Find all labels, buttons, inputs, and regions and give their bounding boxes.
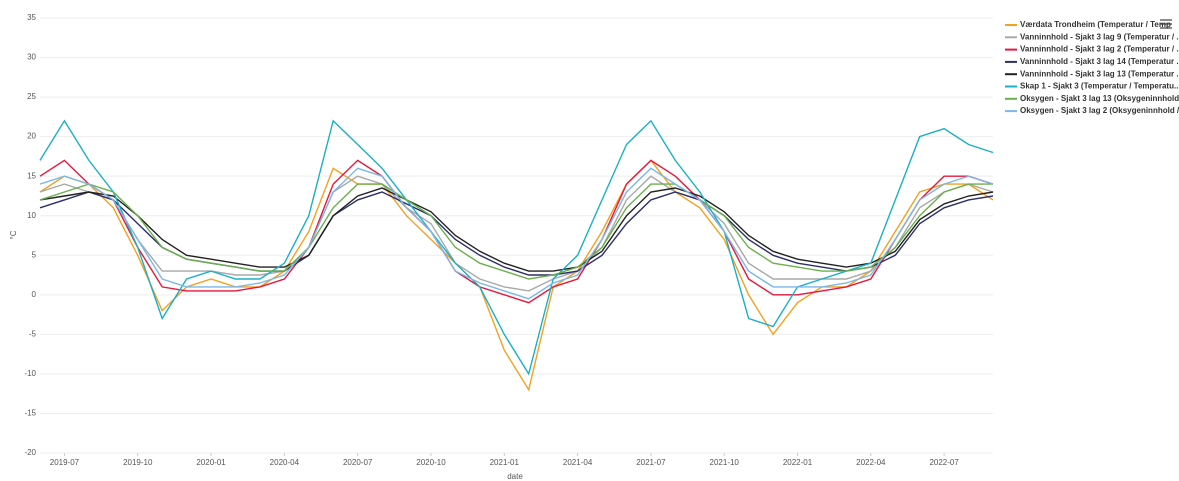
y-tick-label: 20 bbox=[27, 132, 36, 141]
x-tick-label: 2022-04 bbox=[856, 458, 886, 467]
x-tick-label: 2021-04 bbox=[563, 458, 593, 467]
y-tick-label: -10 bbox=[24, 369, 36, 378]
x-tick-label: 2020-04 bbox=[270, 458, 300, 467]
y-tick-label: 5 bbox=[32, 250, 37, 259]
legend-label: Skap 1 - Sjakt 3 (Temperatur / Temperatu… bbox=[1020, 82, 1178, 91]
x-tick-label: 2022-07 bbox=[929, 458, 959, 467]
series-line bbox=[39, 191, 994, 276]
y-tick-label: 30 bbox=[27, 53, 36, 62]
x-axis-label: date bbox=[507, 472, 523, 481]
y-tick-label: -5 bbox=[29, 329, 37, 338]
legend-label: Oksygen - Sjakt 3 lag 13 (Oksygeninnhold… bbox=[1020, 94, 1179, 103]
y-tick-label: 15 bbox=[27, 171, 36, 180]
legend-label: Vanninnhold - Sjakt 3 lag 14 (Temperatur… bbox=[1020, 57, 1179, 66]
series-line bbox=[39, 159, 994, 304]
x-tick-label: 2022-01 bbox=[783, 458, 813, 467]
legend-label: Vanninnhold - Sjakt 3 lag 9 (Temperatur … bbox=[1020, 32, 1179, 41]
series-line bbox=[39, 175, 994, 292]
x-tick-label: 2019-10 bbox=[123, 458, 153, 467]
legend-label: Vanninnhold - Sjakt 3 lag 13 (Temperatur… bbox=[1020, 69, 1179, 78]
x-tick-label: 2020-07 bbox=[343, 458, 373, 467]
series-line bbox=[39, 167, 994, 300]
y-tick-label: 35 bbox=[27, 13, 36, 22]
y-tick-label: 25 bbox=[27, 92, 36, 101]
x-tick-label: 2019-07 bbox=[50, 458, 80, 467]
y-tick-label: -15 bbox=[24, 409, 36, 418]
x-tick-label: 2021-10 bbox=[710, 458, 740, 467]
x-tick-label: 2021-07 bbox=[636, 458, 666, 467]
x-tick-label: 2021-01 bbox=[490, 458, 520, 467]
y-axis-label: °C bbox=[9, 230, 18, 239]
legend-label: Vanninnhold - Sjakt 3 lag 2 (Temperatur … bbox=[1020, 45, 1179, 54]
x-tick-label: 2020-01 bbox=[196, 458, 226, 467]
series-line bbox=[39, 183, 993, 280]
y-tick-label: 0 bbox=[32, 290, 37, 299]
x-tick-label: 2020-10 bbox=[416, 458, 446, 467]
menu-icon[interactable] bbox=[1160, 19, 1172, 29]
legend-label: Værdata Trondheim (Temperatur / Temp bbox=[1020, 20, 1171, 29]
y-tick-label: 10 bbox=[27, 211, 36, 220]
series-line bbox=[39, 119, 994, 376]
series-line bbox=[39, 187, 994, 272]
legend-label: Oksygen - Sjakt 3 lag 2 (Oksygeninnhold … bbox=[1020, 106, 1179, 115]
series-line bbox=[39, 159, 994, 392]
y-tick-label: -20 bbox=[24, 448, 36, 457]
